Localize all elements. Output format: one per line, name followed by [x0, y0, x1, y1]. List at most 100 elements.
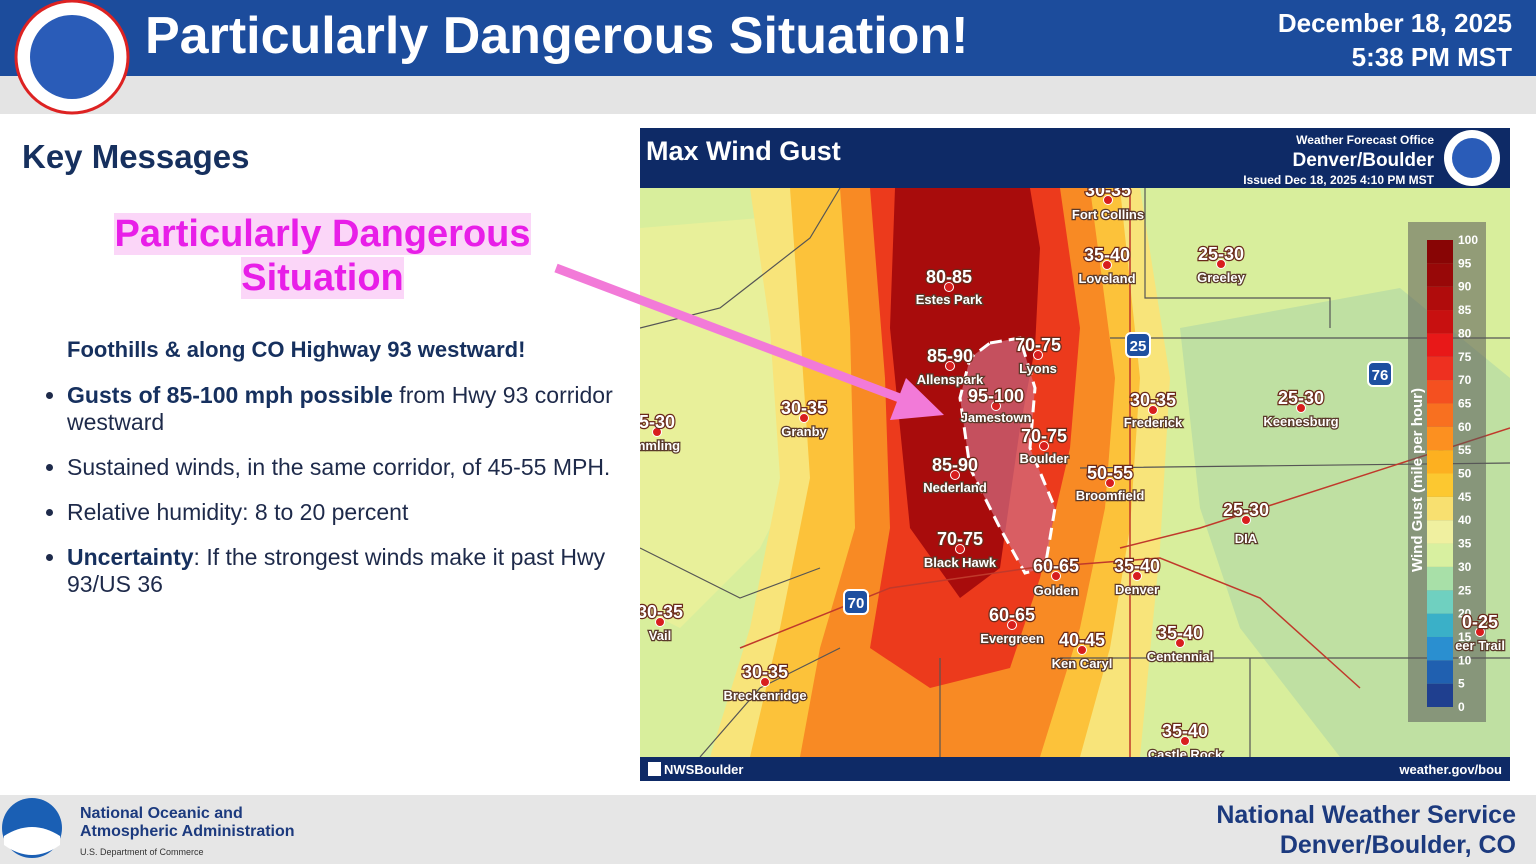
office-line: Denver/Boulder, CO: [1279, 831, 1516, 859]
bullet-text: : If the strongest winds make it past Hw…: [67, 544, 606, 597]
legend-tick: 10: [1458, 653, 1472, 667]
legend-tick: 80: [1458, 326, 1472, 340]
legend-swatch: [1427, 473, 1453, 497]
legend-swatch: [1427, 403, 1453, 427]
legend-tick: 100: [1458, 233, 1478, 247]
legend-swatch: [1427, 660, 1453, 684]
city-dot: [1475, 627, 1485, 637]
callout: Particularly Dangerous Situation: [80, 212, 565, 300]
legend-tick: 85: [1458, 303, 1472, 317]
legend-tick: 15: [1458, 630, 1472, 644]
bullet-list: Gusts of 85-100 mph possible from Hwy 93…: [38, 364, 647, 598]
city-dot: [1039, 441, 1049, 451]
city-dot: [1132, 571, 1142, 581]
city-dot: [655, 617, 665, 627]
city-name: Estes Park: [916, 292, 983, 307]
legend-swatch: [1427, 636, 1453, 661]
legend-tick: 75: [1458, 350, 1472, 364]
legend-tick: 20: [1458, 607, 1472, 621]
shield-label: 25: [1130, 338, 1147, 355]
city-dot: [1033, 350, 1043, 360]
gust-range: 25-30: [1198, 244, 1244, 264]
legend-swatch: [1427, 683, 1453, 707]
county-lines: [939, 188, 1510, 757]
gust-range: 35-40: [1162, 721, 1208, 741]
city-dot: [652, 427, 662, 437]
legend-swatch: [1427, 496, 1453, 521]
city-dot: [1103, 195, 1113, 205]
office-name: Denver/Boulder: [1293, 150, 1435, 171]
city-name: Denver: [1115, 582, 1159, 597]
legend-title: Wind Gust (mile per hour): [1409, 388, 1426, 572]
city-dot: [1102, 260, 1112, 270]
map-title: Max Wind Gust: [646, 136, 841, 166]
bullet-text: Sustained winds, in the same corridor, o…: [67, 454, 611, 480]
city-dot: [1296, 403, 1306, 413]
legend-tick: 5: [1458, 677, 1465, 691]
facebook-icon: [648, 762, 661, 776]
places: 30-35 Fort Collins 35-40 Loveland 25-30 Greel…: [640, 180, 1506, 762]
section-heading: Key Messages: [22, 138, 250, 175]
city-name: Black Hawk: [924, 555, 997, 570]
city-name: Boulder: [1019, 451, 1068, 466]
nws-logo-ring: [14, 0, 130, 115]
city-name: DIA: [1235, 531, 1258, 546]
city-name: Vail: [649, 628, 671, 643]
gust-range: 0-25: [1462, 612, 1498, 632]
social: NWSBoulder: [664, 762, 743, 777]
shield: [843, 589, 869, 615]
shield-label: 70: [848, 595, 865, 612]
legend-tick: 35: [1458, 537, 1472, 551]
gust-range: 35-40: [1084, 245, 1130, 265]
office-label: Weather Forecast Office: [1296, 133, 1434, 147]
city-name: Castle Rock: [1148, 747, 1223, 762]
slide-title: Particularly Dangerous Situation!: [145, 7, 969, 65]
city-name: Nederland: [923, 480, 987, 495]
city-dot: [1175, 638, 1185, 648]
legend-swatch: [1427, 263, 1453, 287]
gust-range: 30-35: [1085, 180, 1131, 200]
legend-swatch: [1427, 543, 1453, 567]
legend-tick: 55: [1458, 443, 1472, 457]
legend-swatch: [1427, 356, 1453, 381]
agency-line: National Oceanic and: [80, 805, 243, 822]
bullet-bold: Uncertainty: [67, 544, 194, 570]
bullet-text: from Hwy 93 corridor westward: [67, 382, 613, 435]
legend-swatch: [1427, 380, 1453, 404]
city-name: Golden: [1034, 583, 1079, 598]
nws-logo-inner: [30, 15, 114, 99]
highway-shields: 25 76 70: [843, 332, 1393, 615]
gust-range: 25-30: [1278, 388, 1324, 408]
legend-tick: 50: [1458, 467, 1472, 481]
gust-range: 60-65: [1033, 556, 1079, 576]
gust-range: 70-75: [1021, 426, 1067, 446]
office-line: National Weather Service: [1216, 801, 1516, 829]
city-name: Granby: [781, 424, 827, 439]
city-name: Greeley: [1197, 270, 1245, 285]
subheading: Foothills & along CO Highway 93 westward…: [67, 337, 526, 362]
gust-range: 80-85: [926, 267, 972, 287]
city-name: Allenspark: [917, 372, 984, 387]
legend-swatch: [1427, 520, 1453, 544]
shield: [1367, 361, 1393, 387]
gust-range: 30-35: [781, 398, 827, 418]
legend-swatch: [1427, 240, 1453, 264]
legend-tick: 95: [1458, 256, 1472, 270]
city-name: Centennial: [1147, 649, 1213, 664]
city-name: Fort Collins: [1072, 207, 1144, 222]
city-dot: [1105, 478, 1115, 488]
noaa-logo-wave: [4, 827, 60, 855]
shield-label: 76: [1372, 367, 1389, 384]
city-dot: [1241, 515, 1251, 525]
city-dot: [1180, 736, 1190, 746]
url: weather.gov/bou: [1398, 762, 1502, 777]
gust-range: 95-100: [968, 386, 1024, 406]
bullet-text: Relative humidity: 8 to 20 percent: [67, 499, 409, 525]
legend-tick: 30: [1458, 560, 1472, 574]
map-nws-logo-inner: [1452, 138, 1492, 178]
city-dot: [1051, 571, 1061, 581]
agency-line: Atmospheric Administration: [80, 823, 295, 840]
city-name: Loveland: [1078, 271, 1135, 286]
gust-range: 30-35: [1130, 390, 1176, 410]
